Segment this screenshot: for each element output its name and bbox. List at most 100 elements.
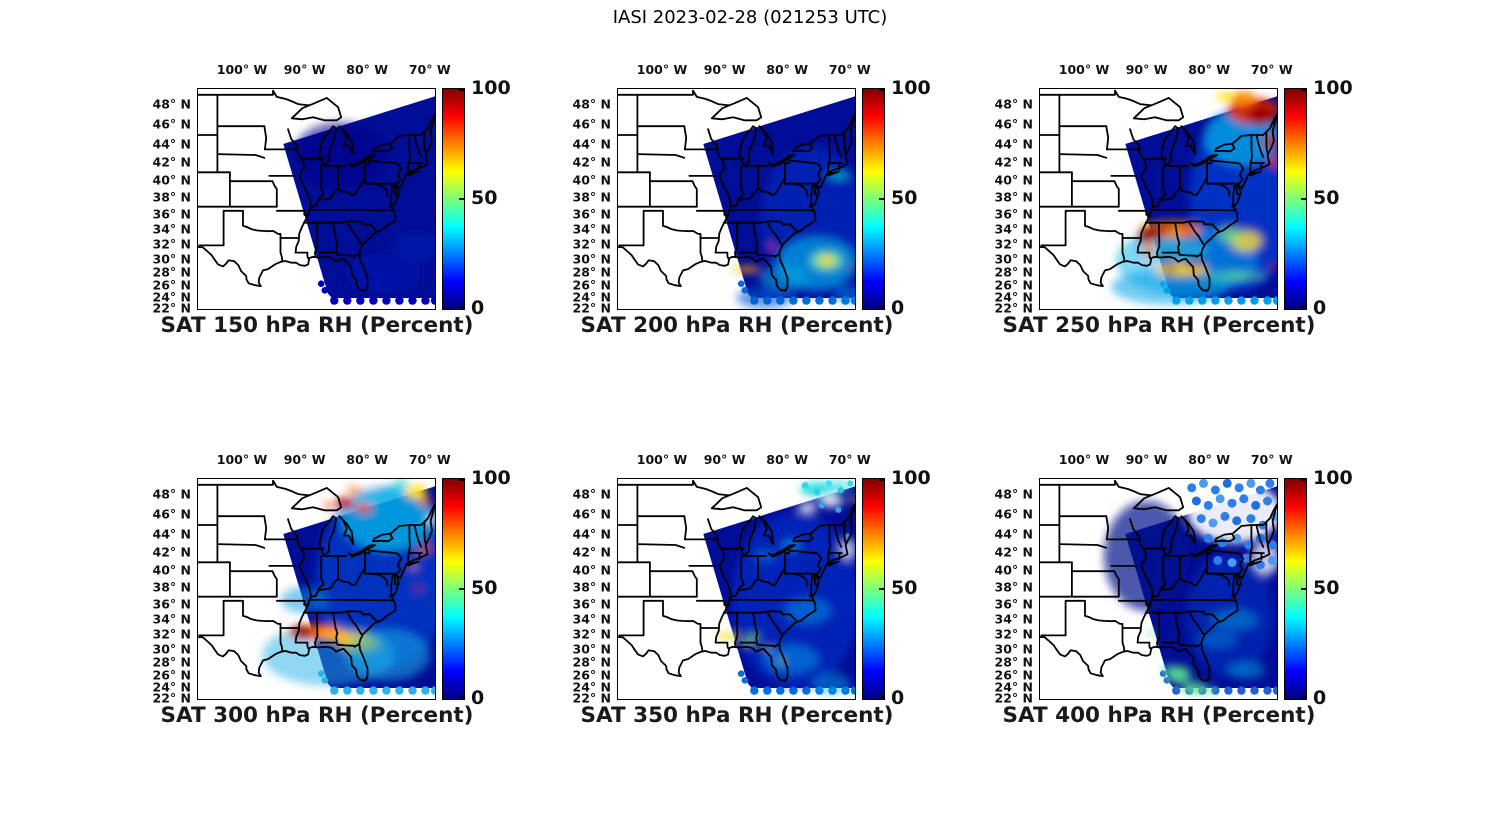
lon-tick-label: 70° W xyxy=(408,452,451,467)
lat-tick-label: 32° N xyxy=(572,626,611,642)
colorbar xyxy=(862,478,885,700)
colorbar-tick xyxy=(879,479,884,481)
colorbar-tick-label: 0 xyxy=(471,687,485,709)
lat-tick-label: 48° N xyxy=(572,486,611,502)
lat-tick-label: 30° N xyxy=(994,251,1033,267)
lon-tick-label: 90° W xyxy=(283,452,326,467)
us-state-boundaries xyxy=(1040,89,1277,292)
lat-tick-label: 46° N xyxy=(152,506,191,522)
lat-tick-label: 36° N xyxy=(152,206,191,222)
lat-tick-label: 22° N xyxy=(572,690,611,706)
lon-tick-label: 80° W xyxy=(346,452,389,467)
colorbar-tick xyxy=(879,89,884,91)
lat-tick-label: 42° N xyxy=(572,154,611,170)
lat-tick-label: 44° N xyxy=(572,526,611,542)
lat-tick-label: 32° N xyxy=(572,236,611,252)
lat-tick-label: 46° N xyxy=(994,506,1033,522)
lat-tick-label: 44° N xyxy=(994,136,1033,152)
colorbar-tick-label: 50 xyxy=(471,577,498,599)
lat-tick-label: 34° N xyxy=(152,221,191,237)
lon-tick-label: 80° W xyxy=(1188,452,1231,467)
rh-map-150 xyxy=(198,89,435,305)
panel-150-hpa: 100° W 90° W 80° W 70° W 48° N 46° N 44° N 42° … xyxy=(117,62,517,362)
map-axes xyxy=(197,88,436,310)
colorbar-tick-label: 100 xyxy=(1313,77,1353,99)
colorbar-tick-label: 0 xyxy=(891,687,905,709)
lat-tick-label: 38° N xyxy=(152,189,191,205)
colorbar-tick xyxy=(459,588,464,590)
panel-350-hpa: 100° W 90° W 80° W 70° W 48° N 46° N 44° N 42° … xyxy=(537,452,937,752)
lon-tick-label: 70° W xyxy=(828,452,871,467)
colorbar-tick-label: 100 xyxy=(891,77,931,99)
panel-title: SAT 250 hPa RH (Percent) xyxy=(1002,313,1316,338)
rh-footprint-dots xyxy=(801,480,854,539)
lat-tick-label: 22° N xyxy=(152,300,191,316)
lat-tick-label: 38° N xyxy=(994,189,1033,205)
panel-title: SAT 300 hPa RH (Percent) xyxy=(160,703,474,728)
lat-tick-label: 30° N xyxy=(152,641,191,657)
lon-tick-label: 80° W xyxy=(766,62,809,77)
rh-map-200 xyxy=(618,89,855,309)
lat-tick-label: 26° N xyxy=(994,667,1033,683)
lat-tick-label: 28° N xyxy=(152,264,191,280)
panel-title: SAT 350 hPa RH (Percent) xyxy=(580,703,894,728)
lon-tick-label: 100° W xyxy=(216,62,268,77)
colorbar-tick-label: 50 xyxy=(891,187,918,209)
figure-title: IASI 2023-02-28 (021253 UTC) xyxy=(612,7,888,28)
lat-tick-label: 32° N xyxy=(152,626,191,642)
lon-tick-label: 80° W xyxy=(1188,62,1231,77)
lon-tick-label: 90° W xyxy=(1125,452,1168,467)
lat-tick-label: 42° N xyxy=(152,544,191,560)
lat-tick-label: 28° N xyxy=(994,654,1033,670)
lon-tick-label: 80° W xyxy=(766,452,809,467)
lat-tick-label: 34° N xyxy=(994,221,1033,237)
lat-tick-label: 36° N xyxy=(152,596,191,612)
colorbar-tick-label: 100 xyxy=(471,77,511,99)
lat-tick-label: 40° N xyxy=(994,562,1033,578)
rh-map-350 xyxy=(618,479,855,695)
lat-tick-label: 28° N xyxy=(994,264,1033,280)
colorbar-tick-label: 50 xyxy=(891,577,918,599)
lat-tick-label: 38° N xyxy=(994,579,1033,595)
lon-tick-label: 100° W xyxy=(636,62,688,77)
panel-250-hpa: 100° W 90° W 80° W 70° W 48° N 46° N 44° N 42° … xyxy=(959,62,1359,362)
colorbar-tick-label: 0 xyxy=(1313,297,1327,319)
lat-tick-label: 34° N xyxy=(572,221,611,237)
lat-tick-label: 38° N xyxy=(572,189,611,205)
colorbar-tick-label: 100 xyxy=(471,467,511,489)
colorbar-tick-label: 0 xyxy=(891,297,905,319)
lat-tick-label: 48° N xyxy=(572,96,611,112)
lat-tick-label: 32° N xyxy=(152,236,191,252)
lat-tick-label: 26° N xyxy=(572,277,611,293)
colorbar-tick xyxy=(1301,588,1306,590)
lat-tick-label: 26° N xyxy=(152,277,191,293)
lat-tick-label: 26° N xyxy=(994,277,1033,293)
lat-tick-label: 38° N xyxy=(572,579,611,595)
us-state-boundaries xyxy=(198,89,435,292)
lat-tick-label: 34° N xyxy=(572,611,611,627)
rh-map-250 xyxy=(1040,89,1277,305)
colorbar-tick xyxy=(879,198,884,200)
lat-tick-label: 30° N xyxy=(572,641,611,657)
colorbar-tick xyxy=(459,198,464,200)
map-axes xyxy=(617,88,856,310)
rh-map-300 xyxy=(198,479,435,695)
lat-tick-label: 36° N xyxy=(994,596,1033,612)
lon-tick-label: 70° W xyxy=(828,62,871,77)
lat-tick-label: 24° N xyxy=(152,679,191,695)
lon-tick-label: 100° W xyxy=(1058,62,1110,77)
lat-tick-label: 36° N xyxy=(572,596,611,612)
colorbar xyxy=(1284,478,1307,700)
colorbar xyxy=(442,478,465,700)
lat-tick-label: 48° N xyxy=(152,96,191,112)
lat-tick-label: 24° N xyxy=(152,289,191,305)
lat-tick-label: 44° N xyxy=(152,136,191,152)
lat-tick-label: 44° N xyxy=(572,136,611,152)
lon-tick-label: 90° W xyxy=(703,452,746,467)
lat-tick-label: 46° N xyxy=(994,116,1033,132)
lat-tick-label: 24° N xyxy=(572,289,611,305)
lat-tick-label: 34° N xyxy=(152,611,191,627)
map-axes xyxy=(197,478,436,700)
lon-tick-label: 90° W xyxy=(1125,62,1168,77)
lat-tick-label: 40° N xyxy=(572,562,611,578)
